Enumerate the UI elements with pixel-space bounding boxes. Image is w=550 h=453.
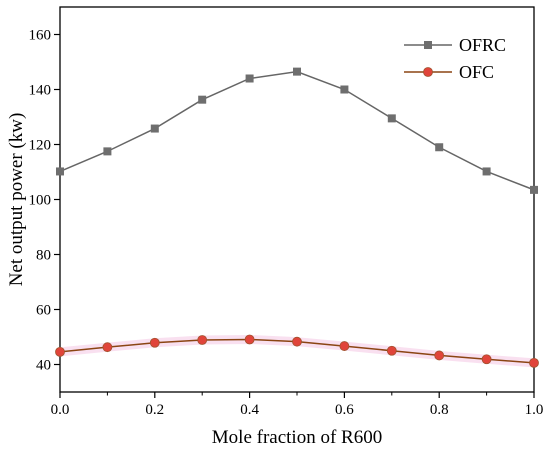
- data-point: [55, 346, 65, 357]
- x-tick-label: 0.6: [335, 402, 354, 418]
- legend-item-ofc: OFC: [404, 62, 494, 82]
- data-point: [150, 124, 159, 133]
- data-point: [56, 167, 64, 176]
- ticks-layer: 0.0 0.2 0.4 0.6 0.8 1.0 40 60 80 100 120 140 160: [29, 28, 544, 419]
- data-point: [102, 342, 113, 353]
- y-tick-label: 140: [29, 83, 52, 99]
- data-point: [293, 67, 301, 76]
- data-point: [529, 357, 539, 368]
- y-tick-label: 120: [29, 138, 52, 154]
- series-line: [59, 70, 535, 191]
- data-point: [435, 143, 444, 152]
- y-tick-label: 160: [29, 28, 52, 44]
- data-point: [387, 114, 396, 123]
- y-tick-label: 60: [36, 303, 51, 319]
- series-ofrc: [56, 67, 538, 194]
- legend-label: OFRC: [459, 35, 506, 55]
- data-point: [197, 335, 208, 345]
- data-point: [245, 74, 254, 83]
- data-point: [339, 341, 350, 351]
- data-point: [386, 345, 397, 356]
- legend-marker: [423, 67, 433, 77]
- legend-marker: [424, 41, 432, 49]
- x-tick-label: 0.0: [51, 402, 70, 418]
- y-axis-title: Net output power (kw): [6, 113, 27, 287]
- data-point: [530, 185, 538, 194]
- series-ofc: [55, 334, 539, 368]
- data-point: [103, 147, 112, 156]
- data-point: [292, 336, 302, 347]
- x-tick-label: 0.8: [430, 402, 449, 418]
- legend: OFRC OFC: [404, 35, 506, 82]
- y-tick-label: 40: [36, 358, 51, 374]
- data-point: [244, 334, 255, 345]
- data-point: [434, 350, 445, 361]
- data-point: [481, 354, 492, 365]
- data-point: [340, 85, 349, 94]
- y-tick-label: 100: [29, 193, 52, 209]
- series-layer: [55, 67, 539, 368]
- x-tick-label: 1.0: [525, 402, 544, 418]
- y-tick-label: 80: [36, 248, 51, 264]
- x-axis-title: Mole fraction of R600: [212, 427, 382, 448]
- x-tick-label: 0.4: [240, 402, 259, 418]
- data-point: [482, 167, 491, 176]
- data-point: [149, 337, 160, 348]
- legend-item-ofrc: OFRC: [404, 35, 506, 55]
- x-tick-label: 0.2: [145, 402, 164, 418]
- data-point: [198, 95, 207, 104]
- legend-label: OFC: [459, 62, 494, 82]
